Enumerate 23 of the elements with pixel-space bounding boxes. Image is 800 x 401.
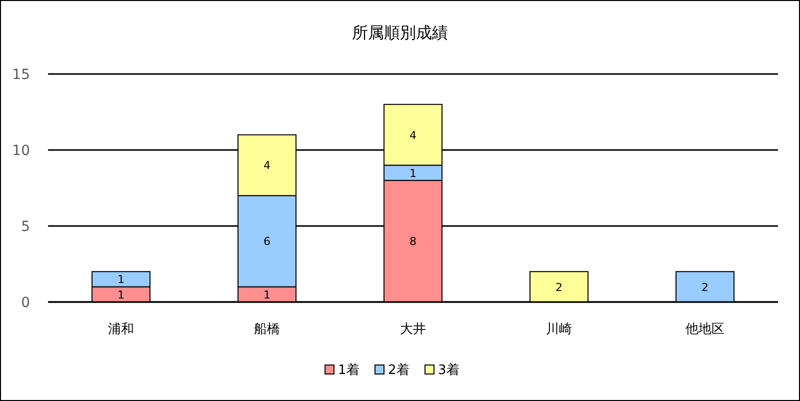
y-tick-label: 10: [12, 143, 30, 159]
data-label: 8: [410, 235, 416, 248]
data-label: 2: [702, 280, 708, 294]
legend-label: 3着: [438, 362, 460, 378]
x-tick-label: 浦和: [108, 322, 134, 337]
data-label: 1: [264, 288, 270, 302]
data-label: 1: [410, 166, 416, 180]
y-tick-label: 0: [21, 295, 30, 311]
x-tick-label: 大井: [400, 322, 426, 337]
data-label: 1: [118, 288, 124, 302]
data-label: 4: [410, 128, 416, 142]
data-label: 2: [556, 280, 562, 294]
y-tick-label: 5: [21, 219, 30, 235]
legend-label: 1着: [338, 362, 360, 378]
chart-title: 所属順別成績: [352, 23, 448, 42]
x-tick-label: 他地区: [686, 322, 724, 337]
legend-label: 2着: [388, 362, 410, 378]
data-label: 6: [264, 235, 270, 248]
data-label: 1: [118, 273, 124, 286]
x-tick-label: 川崎: [546, 322, 572, 337]
data-label: 4: [264, 159, 270, 172]
x-tick-label: 船橋: [254, 322, 280, 337]
y-tick-label: 15: [12, 67, 30, 83]
